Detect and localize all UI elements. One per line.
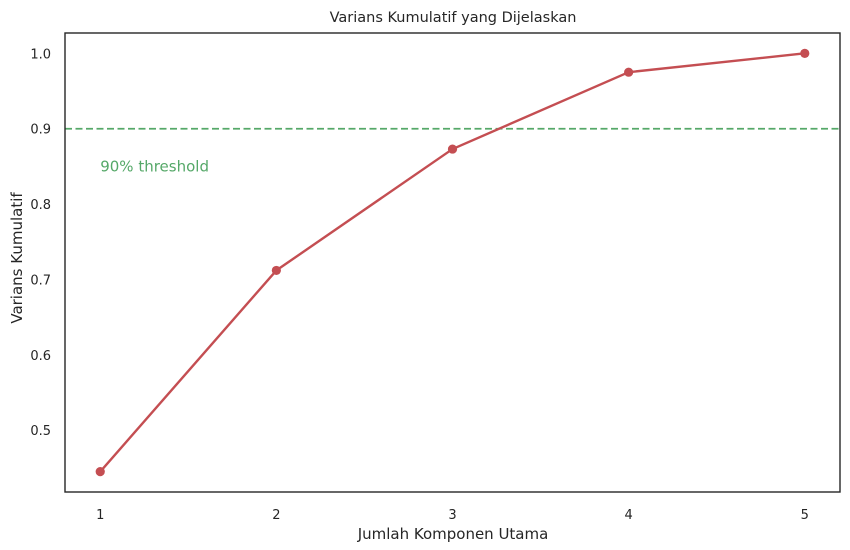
y-axis-title: Varians Kumulatif xyxy=(8,192,26,324)
x-tick-label: 1 xyxy=(96,508,104,523)
y-tick-label: 0.7 xyxy=(30,273,51,288)
data-point xyxy=(95,467,105,477)
series-line xyxy=(99,52,805,473)
data-point xyxy=(800,48,810,58)
chart-title: Varians Kumulatif yang Dijelaskan xyxy=(330,10,577,26)
plot-frame xyxy=(64,32,841,493)
y-tick-label: 0.6 xyxy=(30,349,51,364)
x-tick-label: 5 xyxy=(801,508,809,523)
x-tick-label: 2 xyxy=(272,508,280,523)
plot-area: 90% threshold xyxy=(65,48,840,477)
y-tick-label: 1.0 xyxy=(30,47,51,62)
x-axis-title: Jumlah Komponen Utama xyxy=(357,525,549,543)
data-point xyxy=(447,144,458,154)
y-tick-label: 0.5 xyxy=(30,424,51,439)
y-tick-label: 0.8 xyxy=(30,198,51,213)
y-axis-ticks: 0.5 0.6 0.7 0.8 0.9 1.0 xyxy=(30,47,51,439)
threshold-annotation: 90% threshold xyxy=(100,157,209,175)
x-axis-ticks: 1 2 3 4 5 xyxy=(96,508,809,523)
x-tick-label: 4 xyxy=(624,508,632,523)
data-point xyxy=(624,67,634,77)
x-tick-label: 3 xyxy=(448,508,456,523)
y-tick-label: 0.9 xyxy=(30,123,51,138)
data-point xyxy=(271,265,281,276)
